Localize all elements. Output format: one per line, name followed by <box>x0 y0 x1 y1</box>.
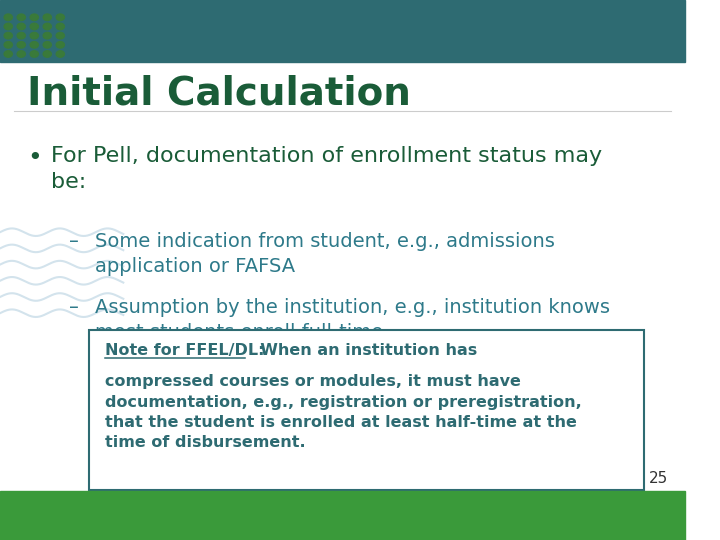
Text: When an institution has: When an institution has <box>248 343 477 358</box>
Text: –: – <box>68 232 78 251</box>
Text: Note for FFEL/DL:: Note for FFEL/DL: <box>105 343 264 358</box>
Circle shape <box>43 32 51 39</box>
Circle shape <box>4 42 12 48</box>
Text: 25: 25 <box>649 471 668 486</box>
Circle shape <box>30 42 38 48</box>
Bar <box>0 491 685 540</box>
Circle shape <box>30 32 38 39</box>
Circle shape <box>56 23 64 30</box>
Circle shape <box>43 14 51 21</box>
Bar <box>0 0 685 62</box>
Circle shape <box>4 23 12 30</box>
Circle shape <box>17 23 25 30</box>
Circle shape <box>43 42 51 48</box>
Circle shape <box>4 14 12 21</box>
Circle shape <box>17 32 25 39</box>
FancyBboxPatch shape <box>89 330 644 490</box>
Circle shape <box>56 32 64 39</box>
Text: Assumption by the institution, e.g., institution knows
most students enroll full: Assumption by the institution, e.g., ins… <box>94 298 610 342</box>
Circle shape <box>43 51 51 57</box>
Text: For Pell, documentation of enrollment status may
be:: For Pell, documentation of enrollment st… <box>51 146 603 192</box>
Circle shape <box>56 51 64 57</box>
Circle shape <box>17 51 25 57</box>
Circle shape <box>30 23 38 30</box>
Text: •: • <box>27 146 42 170</box>
Circle shape <box>43 23 51 30</box>
Text: Initial Calculation: Initial Calculation <box>27 75 411 112</box>
Text: compressed courses or modules, it must have
documentation, e.g., registration or: compressed courses or modules, it must h… <box>105 374 582 450</box>
Circle shape <box>56 14 64 21</box>
Circle shape <box>56 42 64 48</box>
Circle shape <box>30 51 38 57</box>
Circle shape <box>30 14 38 21</box>
Text: –: – <box>68 298 78 317</box>
Circle shape <box>17 42 25 48</box>
Text: Some indication from student, e.g., admissions
application or FAFSA: Some indication from student, e.g., admi… <box>94 232 554 276</box>
Circle shape <box>4 51 12 57</box>
Circle shape <box>4 32 12 39</box>
Circle shape <box>17 14 25 21</box>
